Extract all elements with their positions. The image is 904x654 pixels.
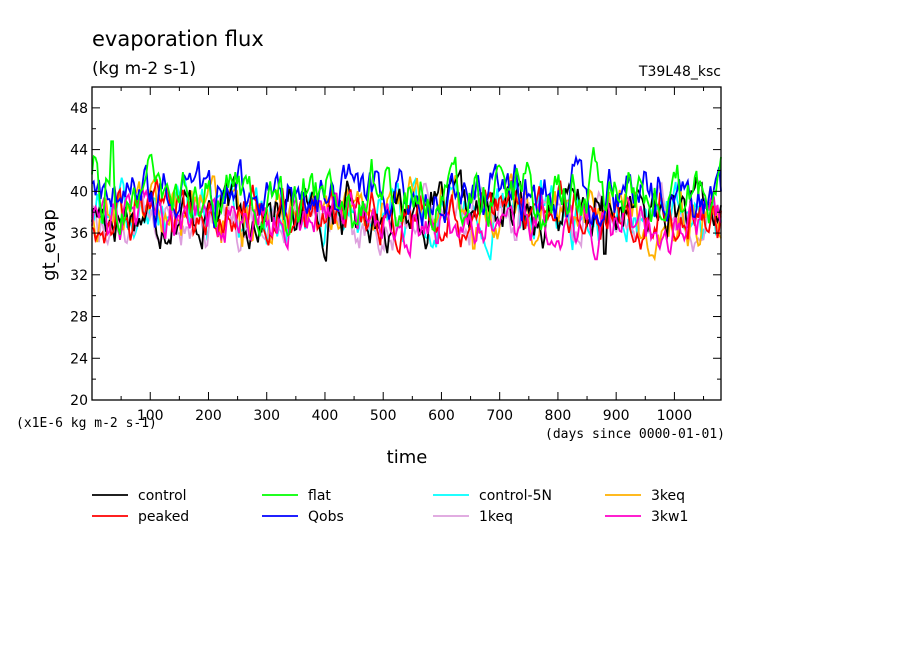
x-unit-label: (days since 0000-01-01): [545, 427, 725, 442]
legend-item-flat: flat: [262, 488, 331, 504]
y-tick-label: 28: [70, 310, 88, 326]
legend-label: 3keq: [651, 488, 685, 504]
series-line-flat: [91, 140, 722, 237]
legend: control peaked flat Qobs control-5N 1keq 3keq 3…: [92, 488, 688, 525]
x-axis-label: time: [387, 447, 428, 468]
legend-label: 1keq: [479, 509, 513, 525]
y-tick-label: 40: [70, 184, 88, 200]
legend-item-control-5n: control-5N: [433, 488, 552, 504]
y-tick-label: 24: [70, 351, 88, 367]
y-tick-label: 20: [70, 393, 88, 409]
y-tick-label: 48: [70, 101, 88, 117]
x-tick-label: 200: [195, 408, 222, 424]
legend-item-1keq: 1keq: [433, 509, 513, 525]
tick-layer: 20 24 28 32 36 40 44 48 100 200 300 400 500 600 700 800…: [70, 87, 721, 424]
x-tick-label: 500: [370, 408, 397, 424]
y-tick-label: 44: [70, 143, 88, 159]
y-tick-label: 36: [70, 226, 88, 242]
legend-item-peaked: peaked: [92, 509, 189, 525]
run-label: T39L48_ksc: [638, 64, 721, 80]
x-tick-label: 300: [253, 408, 280, 424]
x-tick-label: 600: [428, 408, 455, 424]
series-line-control: [91, 169, 722, 262]
plot-frame: [91, 86, 722, 401]
x-tick-label: 400: [312, 408, 339, 424]
legend-item-3kw1: 3kw1: [605, 509, 688, 525]
legend-item-qobs: Qobs: [262, 509, 344, 525]
chart-title: evaporation flux: [92, 27, 264, 51]
y-axis-label: gt_evap: [39, 209, 60, 281]
series-layer: [91, 140, 722, 262]
legend-item-3keq: 3keq: [605, 488, 685, 504]
x-tick-label: 700: [486, 408, 513, 424]
legend-item-control: control: [92, 488, 187, 504]
series-line-peaked: [91, 178, 722, 256]
legend-label: control: [138, 488, 187, 504]
x-tick-label: 100: [137, 408, 164, 424]
x-tick-label: 800: [545, 408, 572, 424]
legend-label: 3kw1: [651, 509, 688, 525]
legend-label: flat: [308, 488, 331, 504]
y-unit-label: (x1E-6 kg m-2 s-1): [16, 416, 157, 431]
x-tick-label: 1000: [657, 408, 693, 424]
x-tick-label: 900: [603, 408, 630, 424]
legend-label: control-5N: [479, 488, 552, 504]
legend-label: Qobs: [308, 509, 344, 525]
legend-label: peaked: [138, 509, 189, 525]
y-tick-label: 32: [70, 268, 88, 284]
chart-subtitle: (kg m-2 s-1): [92, 59, 196, 79]
